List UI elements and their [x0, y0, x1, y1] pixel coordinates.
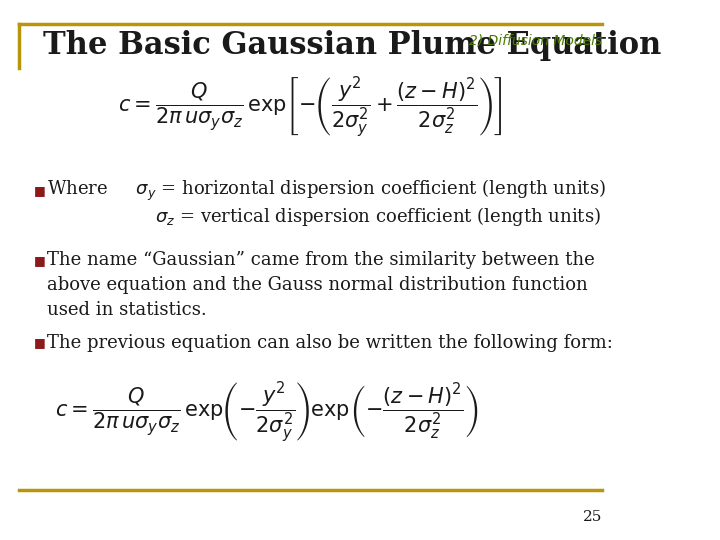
Text: The Basic Gaussian Plume Equation: The Basic Gaussian Plume Equation — [43, 30, 662, 62]
Text: Where     $\sigma_y$ = horizontal dispersion coefficient (length units): Where $\sigma_y$ = horizontal dispersion… — [47, 178, 606, 202]
Text: ■: ■ — [34, 184, 46, 197]
Text: $\sigma_z$ = vertical dispersion coefficient (length units): $\sigma_z$ = vertical dispersion coeffic… — [155, 205, 601, 227]
Text: 25: 25 — [582, 510, 602, 524]
Text: $c = \dfrac{Q}{2\pi\, u\sigma_y\sigma_z}\,\exp\!\left[-\left(\dfrac{y^2}{2\sigma: $c = \dfrac{Q}{2\pi\, u\sigma_y\sigma_z}… — [118, 76, 503, 140]
Text: ■: ■ — [34, 336, 46, 349]
Text: The name “Gaussian” came from the similarity between the
above equation and the : The name “Gaussian” came from the simila… — [47, 251, 594, 319]
Text: The previous equation can also be written the following form:: The previous equation can also be writte… — [47, 334, 613, 352]
Text: $c = \dfrac{Q}{2\pi\, u\sigma_y\sigma_z}\,\exp\!\left(-\dfrac{y^2}{2\sigma_y^2}\: $c = \dfrac{Q}{2\pi\, u\sigma_y\sigma_z}… — [55, 381, 479, 445]
Text: ■: ■ — [34, 254, 46, 267]
Text: 2) Diffusion Models: 2) Diffusion Models — [469, 33, 602, 48]
